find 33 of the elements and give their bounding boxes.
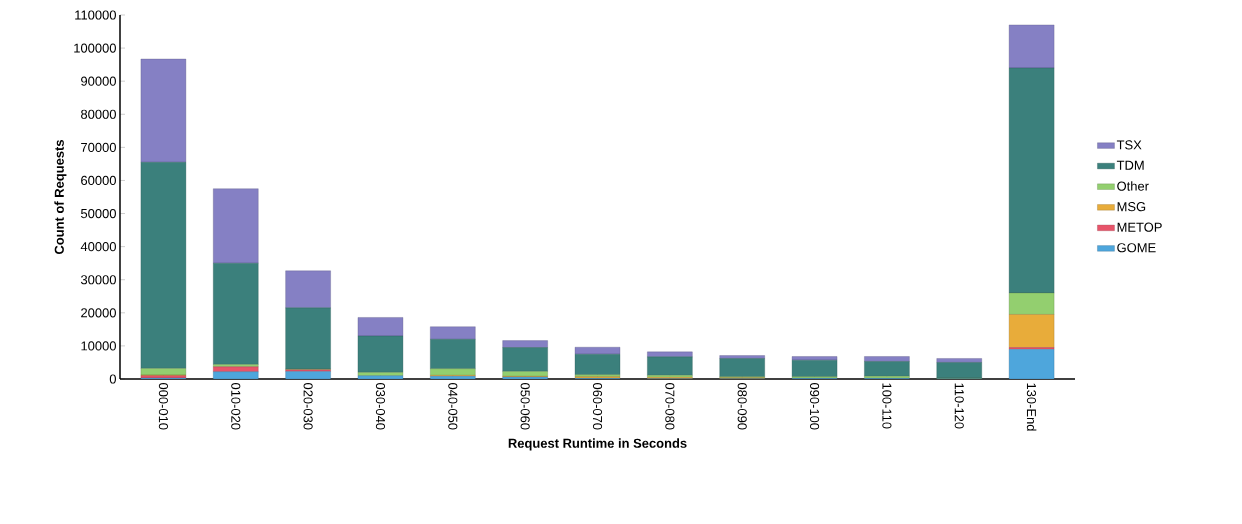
legend-label: GOME [1117,243,1156,253]
y-tick-label: 50000 [80,208,116,219]
y-tick-label: 110000 [75,10,116,20]
x-tick-label: 000-010 [158,383,168,430]
y-axis-title: Count of Requests [54,139,67,255]
x-tick-label: 020-030 [303,383,313,430]
x-tick-label: 010-020 [231,383,241,430]
x-axis-title: Request Runtime in Seconds [508,438,687,451]
y-tick-label: 30000 [80,275,116,285]
x-tick-label: 080-090 [737,383,747,430]
x-tick-label: 060-070 [592,383,603,430]
x-tick-label: 040-050 [448,383,458,430]
y-tick-label: 60000 [81,175,116,186]
x-tick-label: 100-110 [882,383,892,429]
x-tick-label: 050-060 [520,383,530,430]
y-tick-label: 80000 [81,109,116,119]
y-tick-label: 20000 [81,308,116,318]
legend-label: METOP [1117,222,1162,232]
y-tick-label: 90000 [81,76,116,86]
y-tick-label: 10000 [81,341,116,351]
x-tick-label: 130-End [1026,383,1037,431]
x-tick-label: 110-120 [954,383,964,429]
x-tick-label: 090-100 [809,383,820,430]
legend-label: Other [1117,181,1149,191]
legend-label: MSG [1117,202,1146,212]
y-tick-label: 40000 [80,242,116,252]
x-tick-label: 070-080 [665,383,675,430]
y-tick-label: 70000 [81,142,116,152]
y-tick-label: 0 [109,374,116,384]
legend-label: TDM [1116,160,1144,170]
x-tick-label: 030-040 [375,383,386,430]
y-tick-label: 100000 [74,43,116,53]
legend-label: TSX [1116,140,1142,150]
